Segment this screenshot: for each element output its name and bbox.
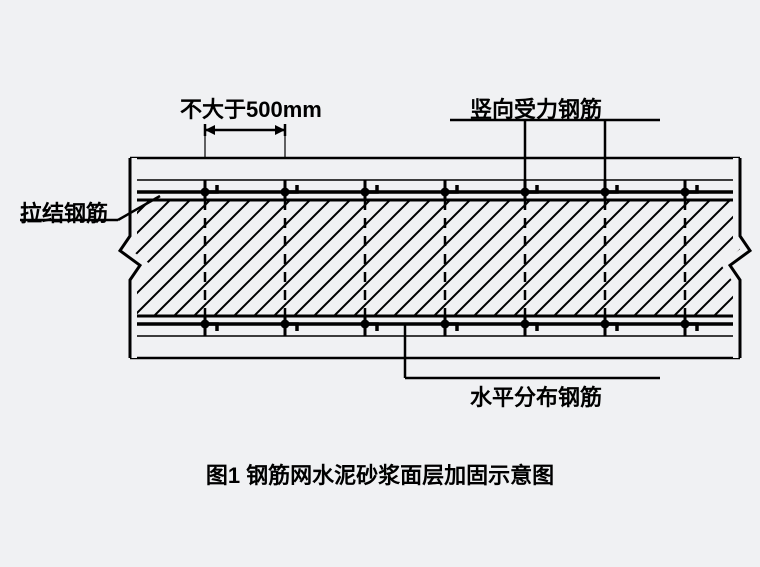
label-horizontal-rebar: 水平分布钢筋	[470, 380, 602, 412]
figure-root: 不大于500mm 竖向受力钢筋 拉结钢筋 水平分布钢筋 图1 钢筋网水泥砂浆面层…	[0, 0, 760, 567]
figure-caption: 图1 钢筋网水泥砂浆面层加固示意图	[0, 458, 760, 490]
label-vertical-rebar: 竖向受力钢筋	[470, 92, 602, 124]
label-tie-rebar: 拉结钢筋	[20, 196, 108, 228]
dimension-label: 不大于500mm	[180, 92, 322, 124]
